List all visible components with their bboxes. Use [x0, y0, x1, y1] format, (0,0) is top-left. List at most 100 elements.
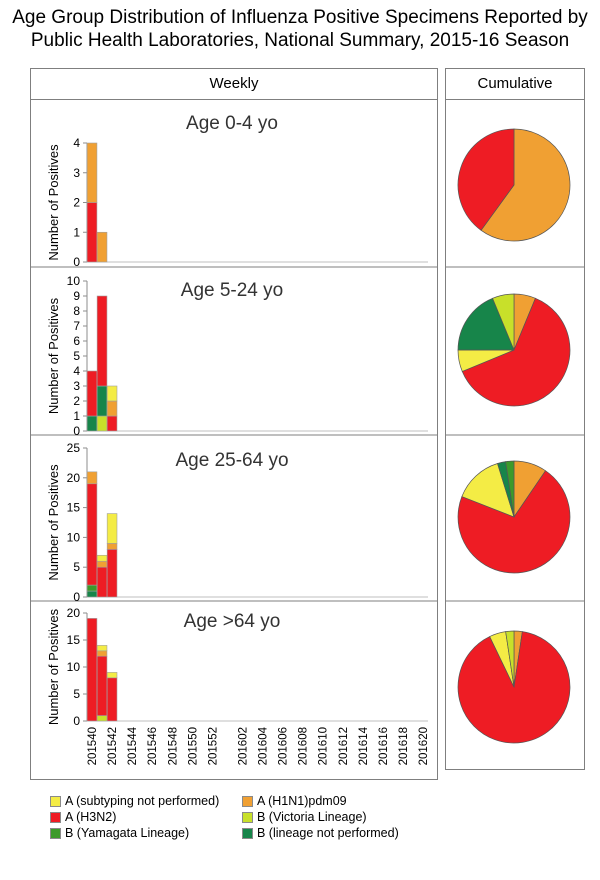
bar-segment — [96, 415, 108, 432]
legend-swatch — [50, 828, 61, 840]
y-tick-label: 0 — [73, 255, 80, 269]
legend-swatch — [242, 812, 253, 824]
y-tick-label: 1 — [73, 409, 80, 423]
y-tick-label: 4 — [73, 136, 80, 150]
pie-slice — [461, 463, 515, 518]
y-tick-label: 5 — [73, 687, 80, 701]
legend-label: A (H1N1)pdm09 — [257, 794, 347, 808]
bar-segment — [106, 677, 118, 722]
panel-age-label: Age 0-4 yo — [186, 113, 278, 134]
y-tick-label: 3 — [73, 166, 80, 180]
bar-segment — [96, 385, 108, 417]
bar-segment — [86, 415, 98, 432]
bar-segment — [96, 645, 108, 652]
y-tick-label: 9 — [73, 289, 80, 303]
pie-slice — [457, 128, 515, 231]
x-tick-label: 201610 — [318, 727, 330, 765]
legend-label: B (Yamagata Lineage) — [65, 826, 190, 840]
pie-slice — [457, 297, 515, 351]
legend-label: A (subtyping not performed) — [65, 794, 220, 808]
weekly-header: Weekly — [31, 69, 437, 100]
x-tick-label: 201620 — [418, 727, 430, 765]
y-tick-label: 7 — [73, 319, 80, 333]
legend-label: A (H3N2) — [65, 810, 117, 824]
x-tick-label: 201608 — [298, 727, 310, 765]
legend-item-a-h1n1: A (H1N1)pdm09 — [242, 794, 347, 808]
legend-item-b-yamagata: B (Yamagata Lineage) — [50, 826, 189, 840]
x-tick-label: 201614 — [358, 726, 370, 765]
pie-slice — [505, 630, 515, 688]
y-tick-label: 10 — [67, 660, 81, 674]
bar-segment — [96, 554, 108, 562]
bar-segment — [106, 549, 118, 598]
y-tick-label: 2 — [73, 394, 80, 408]
x-tick-label: 201552 — [207, 727, 219, 765]
bar-segment — [86, 370, 98, 417]
y-tick-label: 15 — [67, 501, 81, 515]
y-tick-label: 15 — [67, 633, 81, 647]
bar-segment — [96, 650, 108, 657]
bar-segment — [96, 560, 108, 568]
y-tick-label: 3 — [73, 379, 80, 393]
pie-slice — [461, 297, 571, 407]
panel-age-label: Age 5-24 yo — [181, 280, 283, 301]
chart-title: Age Group Distribution of Influenza Posi… — [0, 6, 600, 52]
legend-item-b-lineage-not-performed: B (lineage not performed) — [242, 826, 399, 840]
x-tick-label: 201542 — [107, 727, 119, 765]
y-tick-label: 25 — [67, 441, 81, 455]
x-tick-label: 201616 — [378, 727, 390, 765]
pie-slice — [480, 128, 571, 242]
bar-segment — [86, 618, 98, 722]
legend-item-a-h3n2: A (H3N2) — [50, 810, 116, 824]
x-tick-label: 201602 — [237, 727, 249, 765]
y-tick-label: 20 — [67, 606, 81, 620]
bar-segment — [96, 566, 108, 598]
bar-segment — [86, 142, 98, 203]
y-tick-label: 5 — [73, 560, 80, 574]
panel-age-label: Age 25-64 yo — [175, 450, 288, 471]
bar-segment — [106, 672, 118, 679]
y-tick-label: 4 — [73, 364, 80, 378]
legend-item-b-victoria: B (Victoria Lineage) — [242, 810, 367, 824]
y-axis-label: Number of Positives — [46, 608, 61, 725]
y-tick-label: 8 — [73, 304, 80, 318]
bar-segment — [96, 715, 108, 722]
y-axis-label: Number of Positives — [46, 144, 61, 261]
y-axis-label: Number of Positives — [46, 297, 61, 414]
y-tick-label: 2 — [73, 196, 80, 210]
y-tick-label: 20 — [67, 471, 81, 485]
legend-swatch — [50, 796, 61, 808]
y-tick-label: 1 — [73, 225, 80, 239]
bar-segment — [86, 471, 98, 485]
legend-swatch — [242, 828, 253, 840]
title-line-1: Age Group Distribution of Influenza Posi… — [12, 7, 588, 28]
x-tick-label: 201618 — [398, 727, 410, 765]
pie-slice — [457, 631, 571, 744]
x-tick-label: 201544 — [127, 726, 139, 765]
y-axis-label: Number of Positives — [46, 464, 61, 581]
y-tick-label: 5 — [73, 349, 80, 363]
pie-slice — [457, 470, 571, 574]
y-tick-label: 10 — [67, 274, 81, 288]
legend-item-a-unsubtyped: A (subtyping not performed) — [50, 794, 219, 808]
y-tick-label: 0 — [73, 714, 80, 728]
x-tick-label: 201550 — [187, 727, 199, 765]
bar-segment — [86, 590, 98, 598]
x-tick-label: 201604 — [258, 726, 270, 765]
x-tick-label: 201612 — [338, 727, 350, 765]
bar-segment — [86, 483, 98, 586]
bar-segment — [86, 584, 98, 592]
bar-segment — [96, 655, 108, 716]
bar-segment — [106, 400, 118, 417]
bar-segment — [96, 231, 108, 263]
legend-swatch — [242, 796, 253, 808]
y-tick-label: 10 — [67, 530, 81, 544]
panel-age-label: Age >64 yo — [184, 611, 281, 632]
y-tick-label: 0 — [73, 424, 80, 438]
bar-segment — [106, 513, 118, 544]
pie-slice — [492, 293, 515, 351]
y-tick-label: 0 — [73, 590, 80, 604]
title-line-2: Public Health Laboratories, National Sum… — [30, 30, 570, 51]
pie-slice — [505, 460, 515, 518]
